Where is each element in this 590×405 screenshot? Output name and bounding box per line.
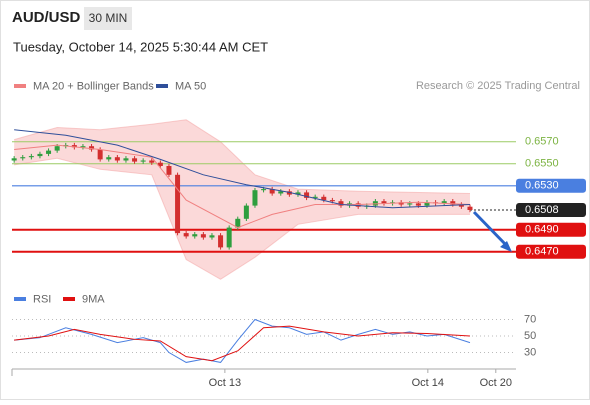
candle-body <box>209 235 215 238</box>
candle-body <box>304 192 310 198</box>
level-label: 0.6530 <box>525 180 559 192</box>
candle-body <box>243 205 249 219</box>
candle-body <box>106 157 112 160</box>
forecast-arrow-head <box>500 241 512 252</box>
candle-body <box>20 157 26 159</box>
ma-line <box>14 129 471 209</box>
interval-box <box>84 7 132 30</box>
candle-body <box>235 218 241 228</box>
candle-body <box>252 190 258 206</box>
candle-body <box>114 157 120 161</box>
candle-body <box>175 174 181 234</box>
candle-body <box>183 233 189 237</box>
candle-body <box>80 146 86 148</box>
band-upper <box>14 119 470 194</box>
source: Research © 2025 Trading Central <box>416 80 580 92</box>
legend-label: MA 50 <box>175 80 206 92</box>
candle-body <box>295 192 301 195</box>
candle-body <box>37 153 43 157</box>
candle-body <box>261 189 267 191</box>
candle-body <box>458 204 464 207</box>
candle-body <box>28 156 34 158</box>
candle-body <box>407 203 413 205</box>
rsi-line <box>14 318 471 363</box>
candle-body <box>192 234 198 237</box>
candle-body <box>140 160 146 162</box>
legend-swatch <box>14 297 26 301</box>
ma-line <box>14 144 471 229</box>
candle-body <box>424 202 430 206</box>
chart-title: AUD/USD <box>12 9 81 26</box>
candle-body <box>157 162 163 166</box>
level-label: 0.6470 <box>525 246 559 258</box>
candle-body <box>312 196 318 198</box>
level-box <box>516 178 586 193</box>
x-tick-label: Oct 20 <box>480 377 512 389</box>
candle-body <box>381 201 387 204</box>
legend-swatch <box>63 297 75 301</box>
x-tick-label: Oct 14 <box>412 377 444 389</box>
candle-body <box>11 158 17 161</box>
candle-body <box>286 191 292 195</box>
legend-swatch <box>156 84 168 88</box>
level-label: 0.6550 <box>525 158 559 170</box>
candle-body <box>132 158 138 162</box>
x-tick-label: Oct 13 <box>209 377 241 389</box>
level-box <box>516 203 586 217</box>
legend-swatch <box>14 84 26 88</box>
candle-body <box>467 206 473 210</box>
candle-body <box>321 196 327 201</box>
candle-body <box>149 160 155 163</box>
legend-label: MA 20 + Bollinger Bands <box>33 80 154 92</box>
level-label: 0.6490 <box>525 224 559 236</box>
rsi-tick-label: 50 <box>524 330 536 342</box>
rsi-tick-label: 70 <box>524 313 536 325</box>
rsi-tick-label: 30 <box>524 346 536 358</box>
legend-label: RSI <box>33 293 51 305</box>
level-box <box>516 222 586 237</box>
candle-body <box>269 189 275 194</box>
candle-body <box>54 146 60 151</box>
date: Tuesday, October 14, 2025 5:30:44 AM CET <box>13 39 268 54</box>
interval: 30 MIN <box>89 11 128 25</box>
candle-body <box>166 166 172 175</box>
candle-body <box>441 201 447 204</box>
candle-body <box>338 201 344 206</box>
candle-body <box>329 200 335 202</box>
candle-body <box>200 234 206 238</box>
candle-body <box>415 203 421 206</box>
level-label: 0.6508 <box>525 204 559 216</box>
rsi-line <box>14 325 471 362</box>
candle-body <box>355 203 361 207</box>
forecast-arrow <box>472 210 509 248</box>
candle-body <box>97 149 103 160</box>
level-label: 0.6570 <box>525 136 559 148</box>
candle-body <box>278 191 284 194</box>
candle-body <box>123 158 129 161</box>
candle-body <box>71 145 77 148</box>
candle-body <box>218 235 224 248</box>
candle-body <box>89 146 95 150</box>
level-box <box>516 244 586 259</box>
candle-body <box>226 227 232 248</box>
candle-body <box>450 201 456 205</box>
legend-label: 9MA <box>82 293 105 305</box>
candle-body <box>46 150 52 154</box>
